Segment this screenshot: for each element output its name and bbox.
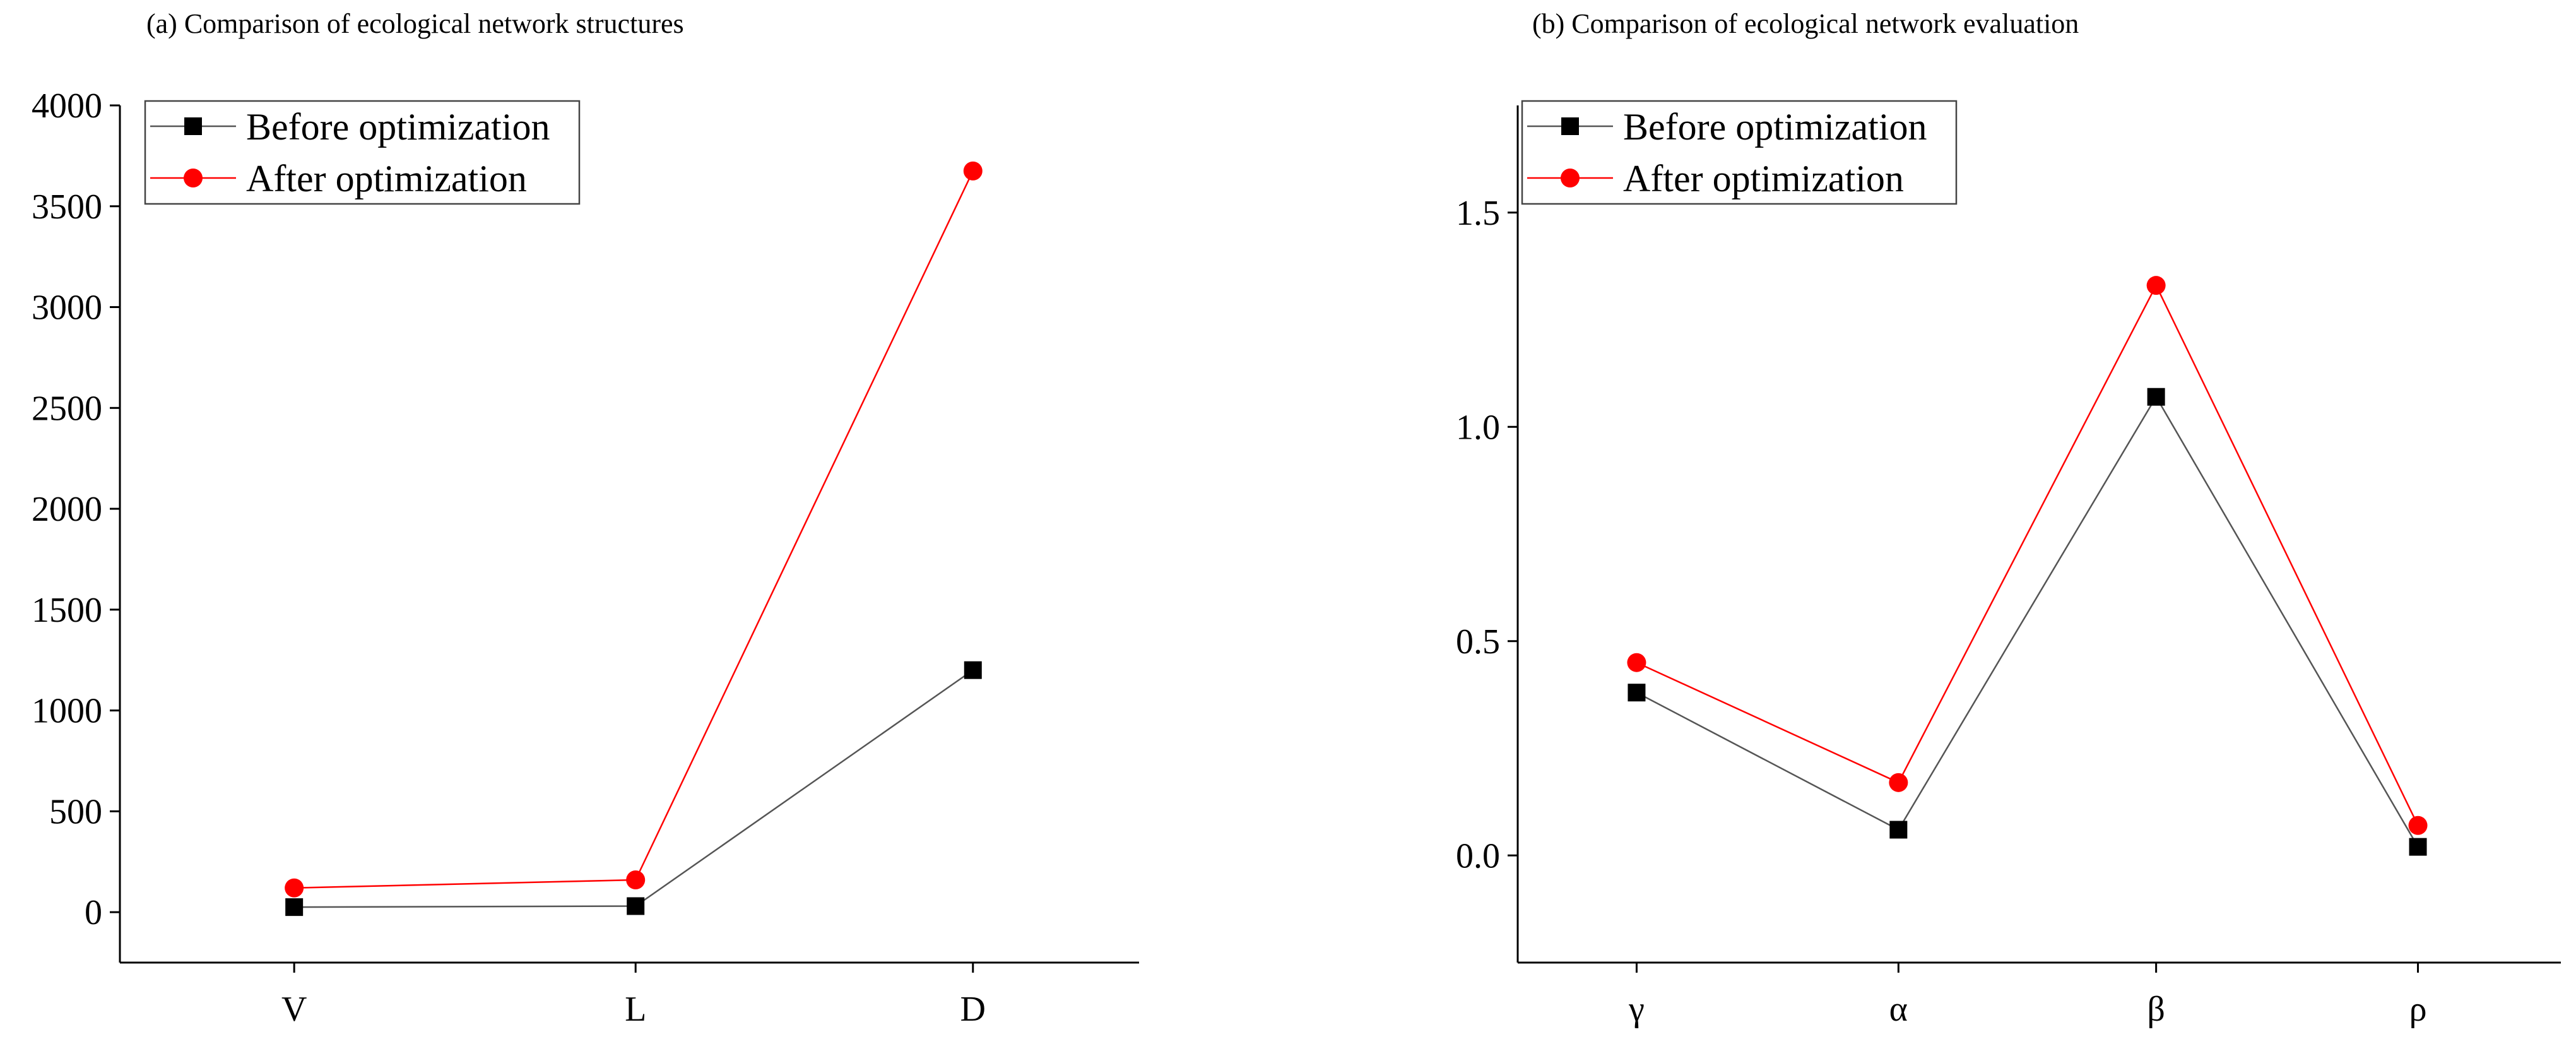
y-tick-label: 0.5 bbox=[1456, 622, 1500, 661]
legend-marker-circle bbox=[184, 169, 203, 187]
y-tick-label: 2000 bbox=[32, 490, 102, 529]
x-tick-label: ρ bbox=[2409, 990, 2427, 1029]
series-line-after bbox=[1636, 283, 2419, 826]
data-point-before bbox=[1889, 821, 1908, 839]
legend-label: Before optimization bbox=[246, 106, 550, 148]
y-tick-label: 2500 bbox=[32, 389, 102, 428]
y-tick-label: 1.0 bbox=[1456, 408, 1500, 447]
y-tick-label: 3000 bbox=[32, 288, 102, 328]
y-tick-label: 1.5 bbox=[1456, 194, 1500, 233]
y-tick-label: 4000 bbox=[32, 86, 102, 126]
y-tick-label: 1500 bbox=[32, 591, 102, 630]
legend-box bbox=[1521, 100, 1958, 205]
chart-panel-2: (b) Comparison of ecological network eva… bbox=[1456, 8, 2561, 1029]
legend-label: After optimization bbox=[246, 158, 527, 199]
chart-panel-1: (a) Comparison of ecological network str… bbox=[32, 8, 1139, 1029]
y-tick-label: 3500 bbox=[32, 187, 102, 227]
chart-title: (b) Comparison of ecological network eva… bbox=[1532, 8, 2079, 39]
data-point-before bbox=[285, 898, 304, 916]
legend-label: After optimization bbox=[1623, 158, 1904, 199]
data-point-before bbox=[964, 661, 982, 679]
legend-marker-square bbox=[184, 117, 202, 135]
legend: Before optimization After optimization bbox=[1521, 100, 1958, 205]
data-point-before bbox=[627, 897, 645, 915]
y-tick-label: 1000 bbox=[32, 692, 102, 731]
x-tick-label: α bbox=[1889, 990, 1908, 1029]
x-tick-label: γ bbox=[1628, 990, 1645, 1029]
data-point-after bbox=[1889, 773, 1908, 792]
series-line-before bbox=[1636, 395, 2419, 848]
legend: Before optimization After optimization bbox=[144, 100, 581, 205]
x-tick-label: D bbox=[960, 990, 986, 1029]
legend-marker-circle bbox=[1561, 169, 1580, 187]
data-point-after bbox=[285, 878, 304, 898]
y-tick-label: 0.0 bbox=[1456, 836, 1500, 875]
chart-title: (a) Comparison of ecological network str… bbox=[146, 8, 684, 39]
y-tick-label: 500 bbox=[49, 792, 102, 831]
legend-box bbox=[144, 100, 581, 205]
data-point-after bbox=[626, 870, 646, 889]
x-tick-label: L bbox=[625, 990, 646, 1029]
data-point-before bbox=[1628, 684, 1646, 702]
data-point-after bbox=[2146, 276, 2166, 295]
data-point-after bbox=[963, 161, 983, 181]
data-point-after bbox=[2408, 816, 2428, 835]
series-line-after bbox=[294, 170, 974, 889]
data-point-after bbox=[1627, 653, 1646, 672]
y-tick-label: 0 bbox=[85, 893, 102, 932]
legend-label: Before optimization bbox=[1623, 106, 1927, 148]
data-point-before bbox=[2409, 838, 2427, 856]
x-tick-label: β bbox=[2147, 990, 2165, 1029]
x-tick-label: V bbox=[281, 990, 307, 1029]
data-point-before bbox=[2147, 388, 2165, 406]
legend-marker-square bbox=[1561, 117, 1579, 135]
